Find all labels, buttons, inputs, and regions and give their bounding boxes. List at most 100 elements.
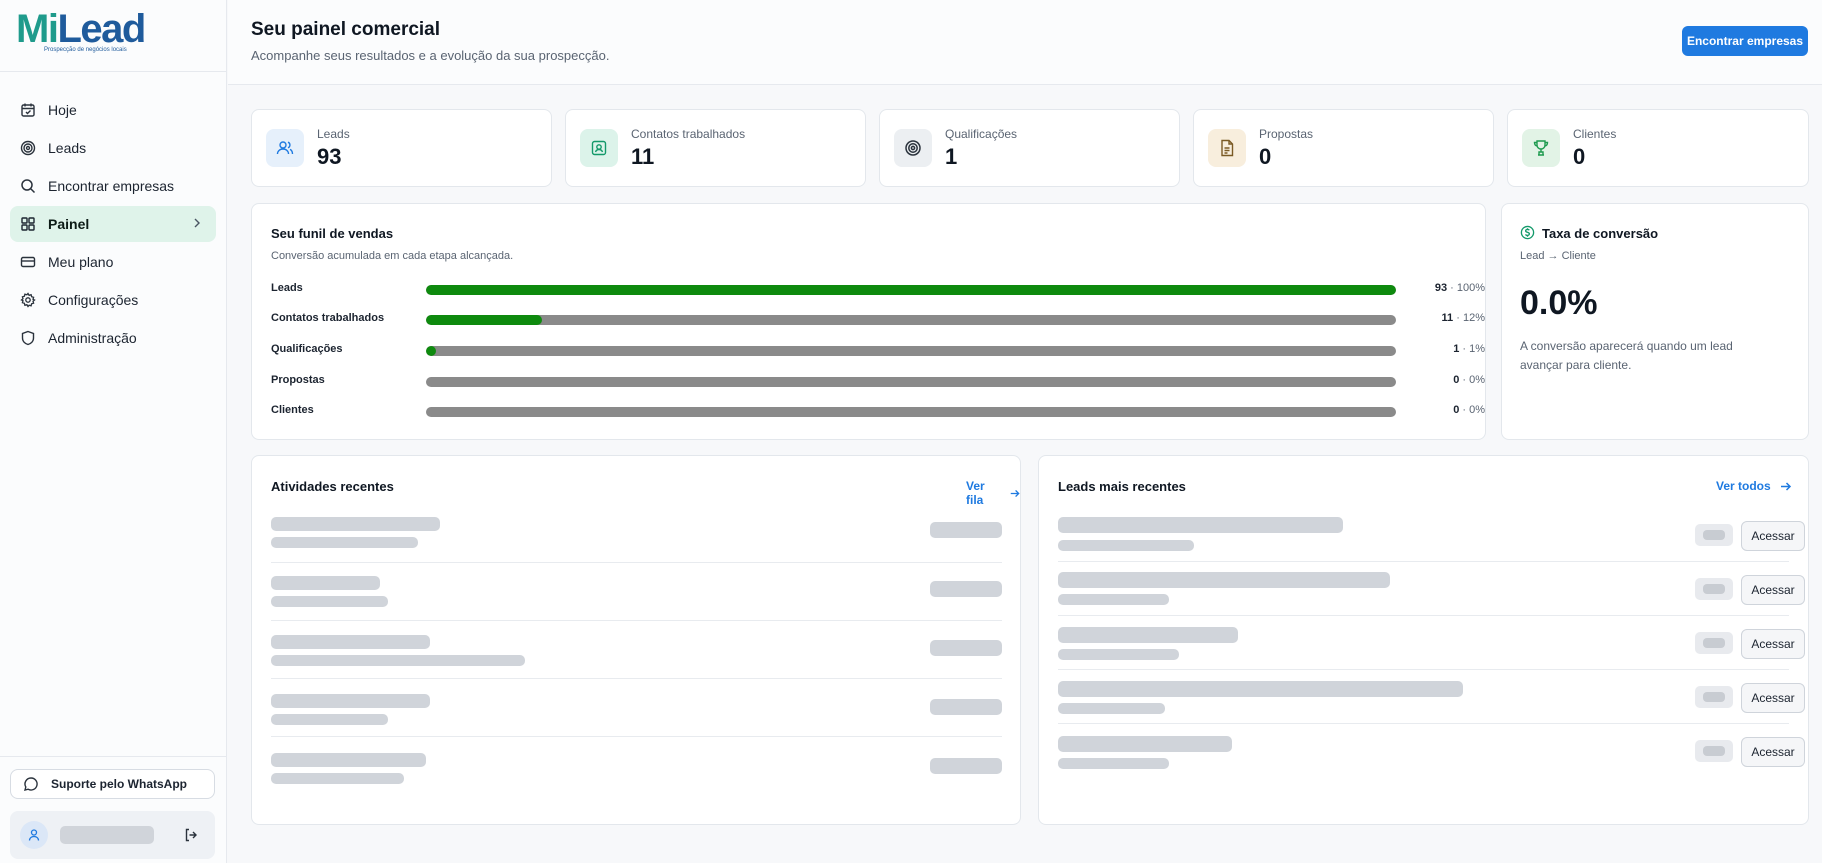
recent-leads-title: Leads mais recentes bbox=[1058, 479, 1186, 494]
funnel-stage-value: 0 · 0% bbox=[1453, 374, 1485, 386]
sidebar-item-label: Meu plano bbox=[48, 254, 114, 270]
stat-value: 1 bbox=[945, 144, 958, 169]
conversion-value: 0.0% bbox=[1520, 284, 1598, 322]
avatar[interactable] bbox=[20, 821, 48, 849]
funnel-row: Contatos trabalhados 11 · 12% bbox=[271, 312, 1485, 326]
calendar-icon bbox=[21, 103, 35, 117]
stat-card-contatos: Contatos trabalhados 11 bbox=[565, 109, 866, 187]
search-icon bbox=[21, 179, 36, 194]
arrow-right-icon bbox=[1780, 481, 1791, 491]
stat-label: Propostas bbox=[1259, 127, 1314, 141]
sidebar-item-label: Configurações bbox=[48, 292, 139, 308]
sidebar-item-label: Painel bbox=[48, 216, 90, 232]
stat-value: 0 bbox=[1259, 144, 1272, 169]
funnel-bar-fill bbox=[426, 315, 543, 325]
sidebar: MiLead Prospecção de negócios locais Hoj… bbox=[0, 0, 227, 863]
funnel-row: Leads 93 · 100% bbox=[271, 282, 1485, 296]
funnel-bar-track bbox=[426, 346, 1396, 356]
stat-card-leads: Leads 93 bbox=[251, 109, 552, 187]
gear-icon bbox=[20, 292, 36, 308]
activity-row-skeleton bbox=[271, 505, 1002, 563]
sidebar-item-hoje[interactable]: Hoje bbox=[10, 92, 216, 128]
sidebar-item-label: Leads bbox=[48, 140, 87, 156]
chat-bubble-icon bbox=[24, 777, 38, 791]
conversion-subtitle: Lead → Cliente bbox=[1520, 250, 1596, 262]
lead-row-skeleton: Acessar bbox=[1058, 670, 1805, 724]
sidebar-item-meu-plano[interactable]: Meu plano bbox=[10, 244, 216, 280]
user-name-placeholder bbox=[60, 826, 154, 844]
access-lead-button[interactable]: Acessar bbox=[1741, 737, 1805, 767]
sales-funnel-card: Seu funil de vendas Conversão acumulada … bbox=[251, 203, 1486, 440]
conversion-rate-card: Taxa de conversão Lead → Cliente 0.0% A … bbox=[1501, 203, 1809, 440]
stat-value: 93 bbox=[317, 144, 342, 169]
users-icon bbox=[266, 129, 304, 167]
stat-value: 11 bbox=[631, 144, 655, 169]
stat-card-qualificacoes: Qualificações 1 bbox=[879, 109, 1180, 187]
funnel-stage-value: 11 · 12% bbox=[1441, 312, 1485, 324]
status-badge-placeholder bbox=[1695, 740, 1733, 762]
funnel-stage-label: Propostas bbox=[271, 374, 325, 386]
sidebar-item-encontrar-empresas[interactable]: Encontrar empresas bbox=[10, 168, 216, 204]
funnel-bar-track bbox=[426, 315, 1396, 325]
sidebar-footer: Suporte pelo WhatsApp bbox=[0, 756, 227, 859]
page-header: Seu painel comercial Acompanhe seus resu… bbox=[228, 0, 1822, 85]
view-all-label: Ver todos bbox=[1716, 479, 1771, 493]
brand-logo[interactable]: MiLead Prospecção de negócios locais bbox=[0, 0, 226, 72]
funnel-row: Propostas 0 · 0% bbox=[271, 374, 1485, 388]
sidebar-item-configuracoes[interactable]: Configurações bbox=[10, 282, 216, 318]
sidebar-item-administracao[interactable]: Administração bbox=[10, 320, 216, 356]
status-badge-placeholder bbox=[1695, 632, 1733, 654]
logo-wordmark: MiLead bbox=[16, 7, 146, 51]
access-lead-button[interactable]: Acessar bbox=[1741, 521, 1805, 551]
status-badge-placeholder bbox=[1695, 524, 1733, 546]
funnel-bar-track bbox=[426, 285, 1396, 295]
shield-icon bbox=[21, 330, 35, 346]
dollar-circle-icon bbox=[1520, 225, 1535, 240]
stat-value: 0 bbox=[1573, 144, 1586, 169]
funnel-stage-value: 0 · 0% bbox=[1453, 404, 1485, 416]
sidebar-item-painel[interactable]: Painel bbox=[10, 206, 216, 242]
conversion-title: Taxa de conversão bbox=[1542, 226, 1659, 241]
find-companies-button[interactable]: Encontrar empresas bbox=[1682, 26, 1808, 56]
recent-leads-card: Leads mais recentes Ver todos Acessar Ac… bbox=[1038, 455, 1809, 825]
stat-label: Leads bbox=[317, 127, 350, 141]
logout-icon[interactable] bbox=[183, 827, 199, 843]
access-lead-button[interactable]: Acessar bbox=[1741, 683, 1805, 713]
status-badge-placeholder bbox=[1695, 578, 1733, 600]
lead-row-skeleton: Acessar bbox=[1058, 508, 1805, 562]
funnel-bar-track bbox=[426, 377, 1396, 387]
view-queue-link[interactable]: Ver fila bbox=[966, 479, 1020, 507]
funnel-stage-value: 1 · 1% bbox=[1453, 343, 1485, 355]
funnel-stage-label: Qualificações bbox=[271, 343, 343, 355]
page-title: Seu painel comercial bbox=[251, 19, 441, 40]
activities-title: Atividades recentes bbox=[271, 479, 394, 494]
user-icon bbox=[28, 829, 40, 841]
sidebar-item-label: Encontrar empresas bbox=[48, 178, 175, 194]
logo-tagline: Prospecção de negócios locais bbox=[44, 47, 127, 53]
whatsapp-support-button[interactable]: Suporte pelo WhatsApp bbox=[10, 769, 215, 799]
sidebar-item-leads[interactable]: Leads bbox=[10, 130, 216, 166]
recent-activities-card: Atividades recentes Ver fila bbox=[251, 455, 1021, 825]
funnel-bar-track bbox=[426, 407, 1396, 417]
funnel-stage-label: Leads bbox=[271, 282, 303, 294]
sidebar-item-label: Administração bbox=[48, 330, 137, 346]
access-lead-button[interactable]: Acessar bbox=[1741, 575, 1805, 605]
funnel-stage-label: Contatos trabalhados bbox=[271, 312, 385, 324]
view-all-link[interactable]: Ver todos bbox=[1716, 479, 1792, 493]
activity-row-skeleton bbox=[271, 563, 1002, 621]
funnel-stage-value: 93 · 100% bbox=[1434, 282, 1485, 294]
credit-card-icon bbox=[20, 256, 36, 268]
funnel-bar-fill bbox=[426, 346, 436, 356]
grid-icon bbox=[21, 217, 35, 231]
stat-card-propostas: Propostas 0 bbox=[1193, 109, 1494, 187]
funnel-subtitle: Conversão acumulada em cada etapa alcanç… bbox=[271, 250, 514, 262]
user-profile[interactable] bbox=[10, 811, 215, 859]
arrow-right-icon bbox=[1010, 489, 1020, 497]
lead-row-skeleton: Acessar bbox=[1058, 562, 1805, 616]
page-subtitle: Acompanhe seus resultados e a evolução d… bbox=[251, 48, 610, 63]
main-content: Seu painel comercial Acompanhe seus resu… bbox=[228, 0, 1822, 863]
funnel-row: Qualificações 1 · 1% bbox=[271, 343, 1485, 357]
view-queue-label: Ver fila bbox=[966, 479, 985, 507]
access-lead-button[interactable]: Acessar bbox=[1741, 629, 1805, 659]
sidebar-item-label: Hoje bbox=[48, 102, 77, 118]
